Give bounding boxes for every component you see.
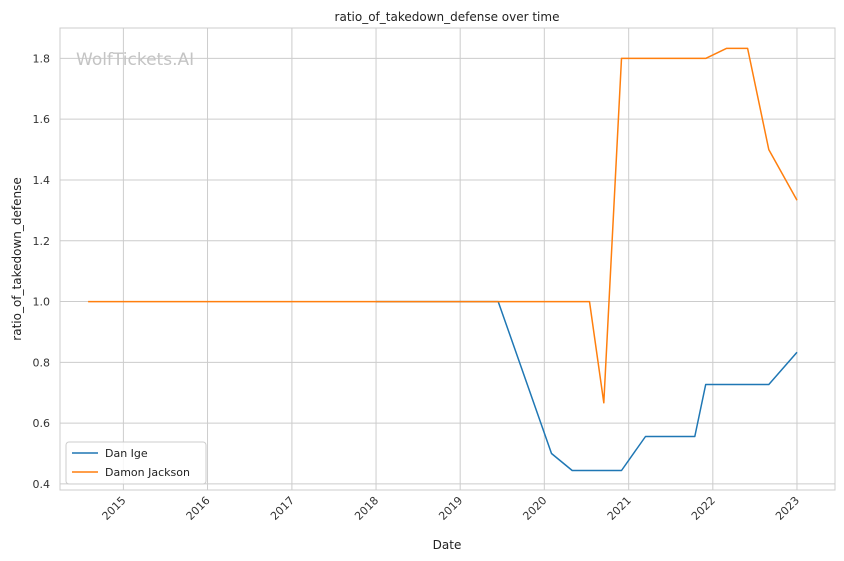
series-line-damon-jackson (88, 47, 798, 404)
plot-area-frame (59, 27, 836, 491)
y-tick-label: 1.4 (33, 174, 51, 187)
legend: Dan Ige Damon Jackson (65, 441, 207, 485)
x-tick-label: 2018 (352, 494, 381, 523)
grid (60, 28, 835, 490)
x-tick-label: 2019 (436, 494, 465, 523)
x-axis-ticks: 2015 2016 2017 2018 2019 2020 2021 2022 2023 (100, 494, 803, 523)
x-tick-label: 2021 (605, 494, 634, 523)
y-tick-label: 0.8 (33, 356, 51, 369)
x-tick-label: 2017 (268, 494, 297, 523)
legend-box (65, 441, 207, 485)
y-tick-label: 0.6 (33, 417, 51, 430)
x-tick-label: 2023 (773, 494, 802, 523)
x-axis-label: Date (433, 538, 462, 552)
series-lines (88, 47, 798, 472)
legend-label: Damon Jackson (105, 466, 190, 479)
chart-title: ratio_of_takedown_defense over time (335, 10, 560, 24)
watermark-text: WolfTickets.AI (76, 50, 194, 70)
y-tick-label: 0.4 (33, 478, 51, 491)
y-tick-label: 1.8 (33, 52, 51, 65)
x-tick-label: 2020 (520, 494, 549, 523)
y-tick-label: 1.0 (33, 296, 51, 309)
x-tick-label: 2016 (184, 494, 213, 523)
x-tick-label: 2015 (100, 494, 129, 523)
y-axis-ticks: 0.4 0.6 0.8 1.0 1.2 1.4 1.6 1.8 (33, 52, 51, 491)
x-tick-label: 2022 (689, 494, 718, 523)
y-tick-label: 1.2 (33, 235, 51, 248)
legend-label: Dan Ige (105, 447, 148, 460)
y-axis-label: ratio_of_takedown_defense (10, 177, 24, 340)
series-line-dan-ige (376, 300, 798, 472)
y-tick-label: 1.6 (33, 113, 51, 126)
